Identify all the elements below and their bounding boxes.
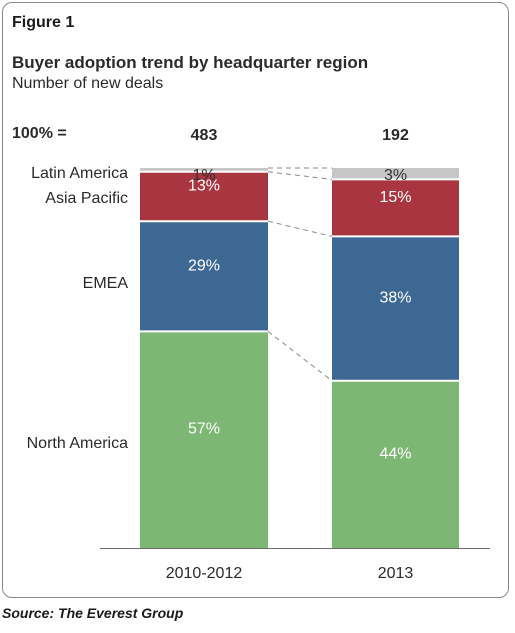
bar-segment-asia-pacific-2010-2012	[140, 171, 268, 222]
bar-segment-north-america-2013	[332, 380, 459, 548]
bar-segment-emea-2013	[332, 236, 459, 381]
total-value: 192	[382, 127, 409, 144]
data-label: 13%	[188, 178, 220, 195]
totals-label: 100% =	[12, 125, 67, 142]
connector-line	[267, 331, 333, 382]
legend-label-latin-america: Latin America	[31, 165, 128, 182]
source-note: Source: The Everest Group	[2, 605, 184, 621]
bar-segment-latin-america-2010-2012	[140, 168, 268, 172]
bar-segment-asia-pacific-2013	[332, 179, 459, 237]
data-label: 3%	[384, 167, 407, 184]
figure-label: Figure 1	[12, 14, 75, 31]
data-label: 57%	[188, 421, 220, 438]
bar-segment-emea-2010-2012	[140, 221, 268, 332]
stacked-bar-chart: 57% 44% 29% 38% 13% 15% 1% 3% North America EMEA A…	[27, 127, 490, 582]
x-tick-label: 2010-2012	[166, 565, 243, 582]
data-label: 44%	[379, 445, 411, 462]
data-label: 29%	[188, 257, 220, 274]
connector-line	[267, 171, 333, 180]
x-tick-label: 2013	[378, 565, 414, 582]
bar-segment-north-america-2010-2012	[140, 331, 268, 548]
chart-title: Buyer adoption trend by headquarter regi…	[12, 53, 369, 72]
legend-label-north-america: North America	[27, 435, 128, 452]
connector-line	[267, 220, 333, 237]
legend-label-asia-pacific: Asia Pacific	[45, 190, 128, 207]
chart-subtitle: Number of new deals	[12, 75, 164, 92]
total-value: 483	[191, 127, 218, 144]
bar-segment-latin-america-2013	[332, 168, 459, 180]
legend-label-emea: EMEA	[83, 275, 129, 292]
data-label: 15%	[379, 189, 411, 206]
data-label: 1%	[192, 167, 215, 184]
data-label: 38%	[379, 290, 411, 307]
